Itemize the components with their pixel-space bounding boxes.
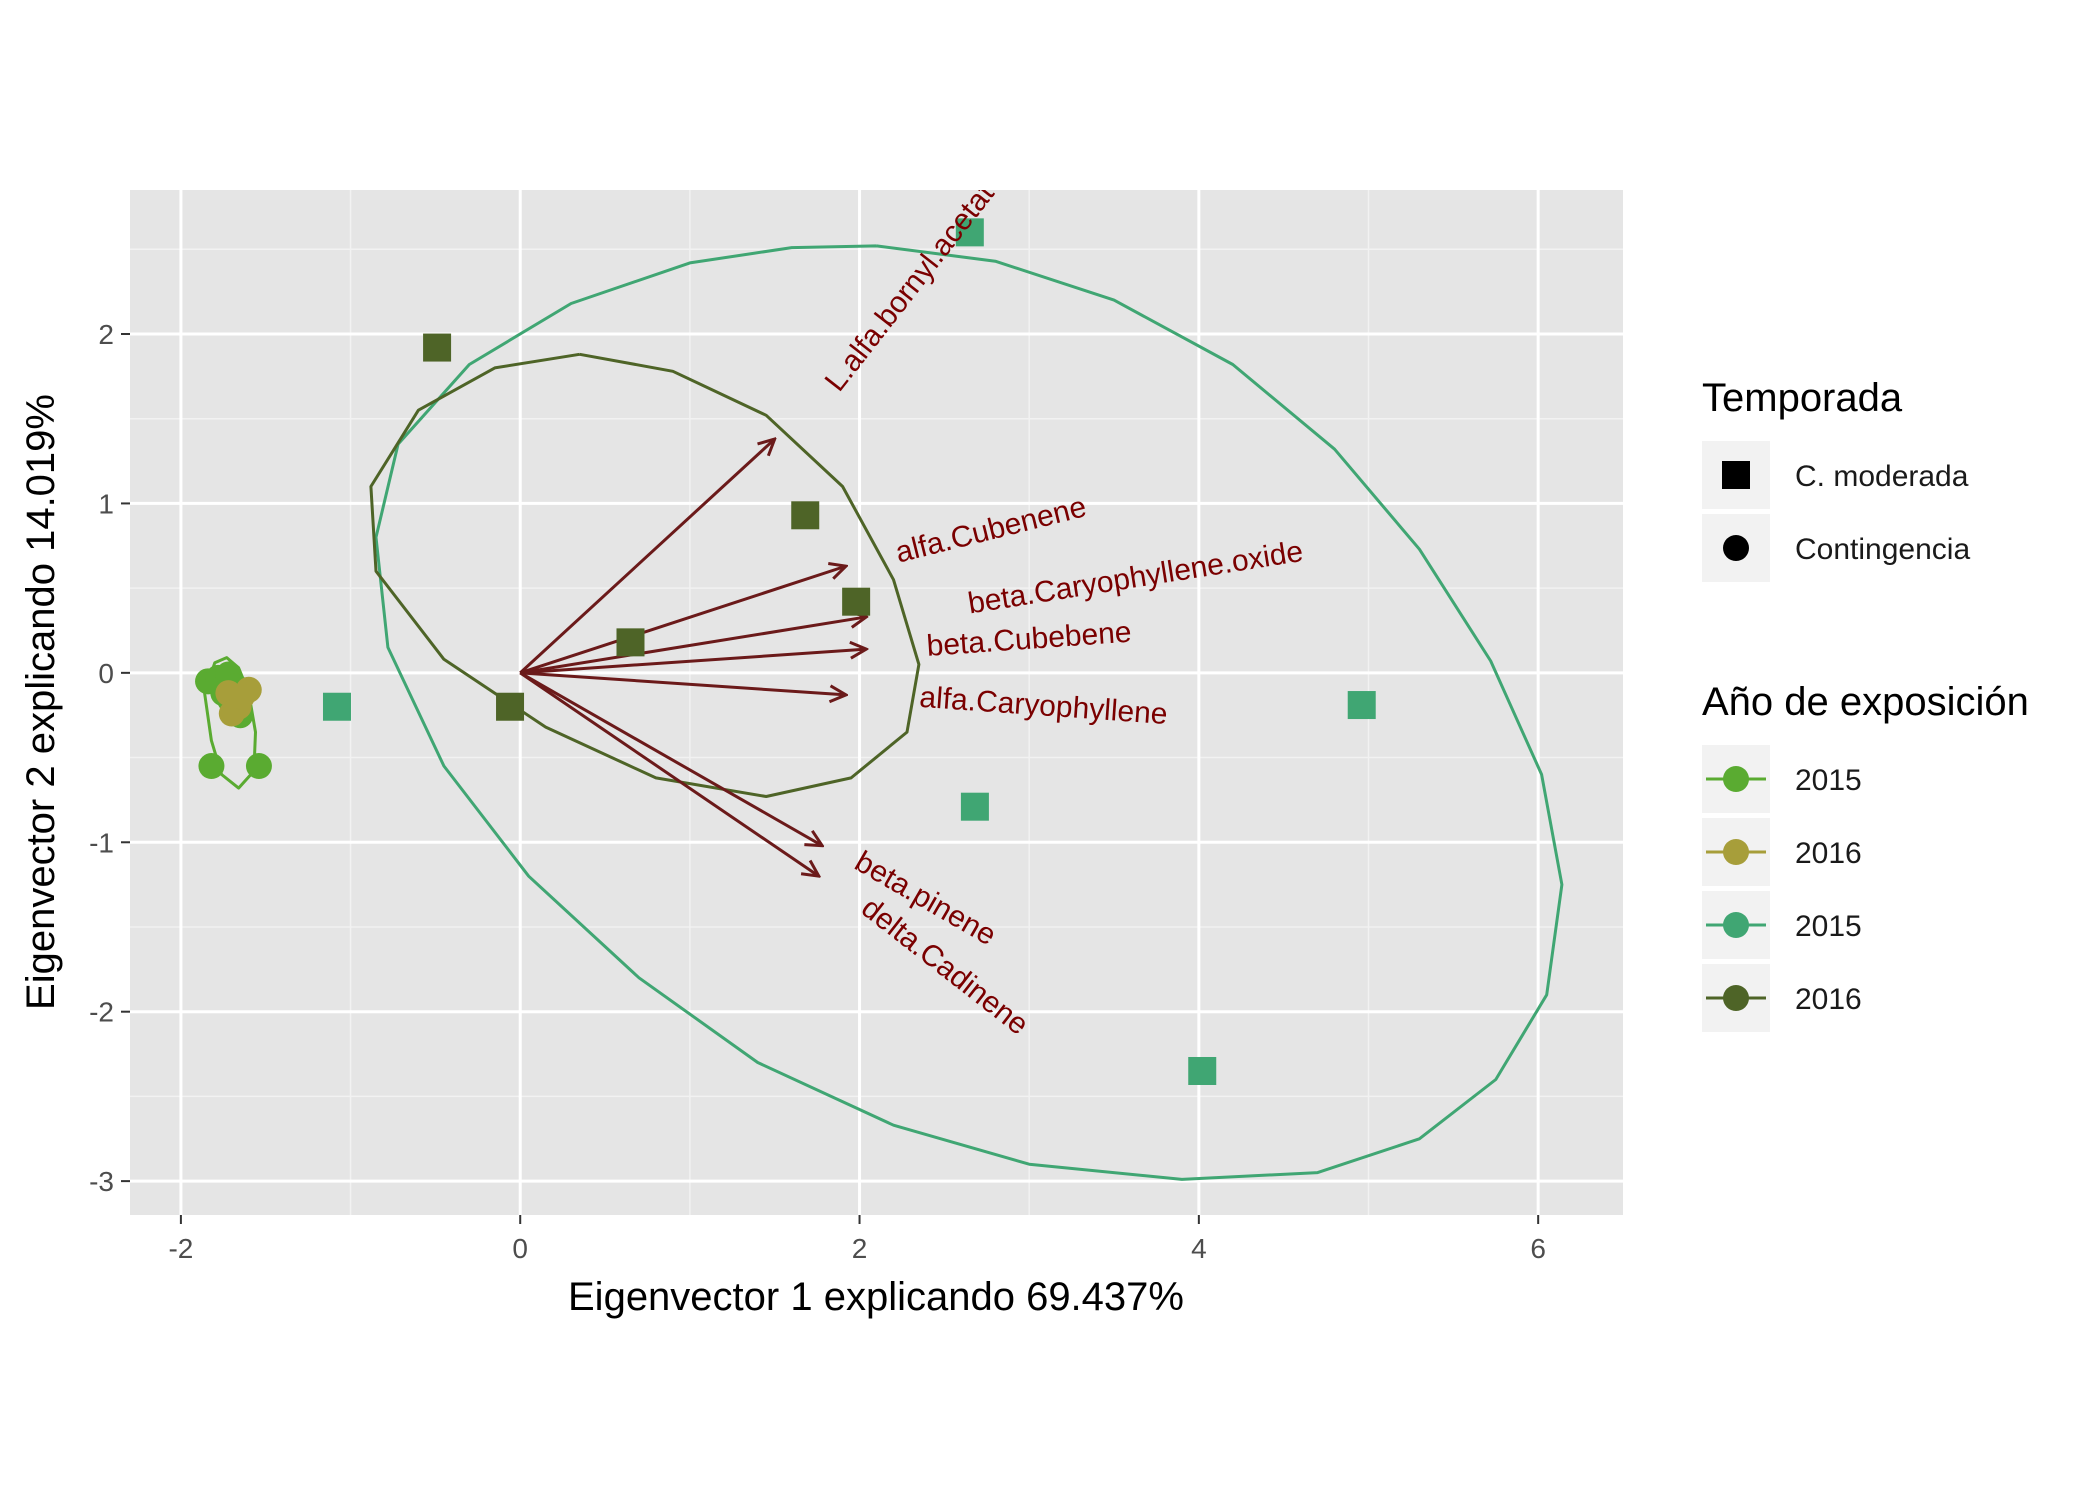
legend-label: 2016 [1795,983,1862,1016]
square-point [791,501,820,530]
y-tick-label: 0 [98,658,114,689]
y-axis-title: Eigenvector 2 explicando 14.019% [19,394,63,1010]
confidence-ellipse [374,244,1564,1181]
legend-label: 2015 [1795,910,1862,943]
circle-point [228,683,255,710]
square-point [322,692,351,721]
loading-arrow [519,671,822,846]
x-tick-label: 0 [512,1233,528,1264]
loading-arrow [519,671,819,876]
legend-title-temporada: Temporada [1702,376,1903,420]
circle-point [198,753,225,780]
legend-circle-swatch [1723,839,1749,865]
x-axis-title: Eigenvector 1 explicando 69.437% [568,1275,1184,1319]
y-tick-label: -2 [89,997,114,1028]
x-tick-label: 2 [852,1233,868,1264]
loading-arrow [519,439,774,674]
x-axis-ticks: -2 0 2 4 6 [168,1215,1546,1264]
square-point [960,792,989,821]
x-tick-label: 6 [1530,1233,1546,1264]
square-point [616,628,645,657]
legend-label: 2016 [1795,837,1862,870]
square-point [423,333,452,362]
y-tick-label: 1 [98,488,114,519]
y-tick-label: -1 [89,827,114,858]
square-point [496,692,525,721]
loading-arrow [520,649,866,675]
x-tick-label: 4 [1191,1233,1207,1264]
data-points [195,218,1376,1085]
x-tick-label: -2 [168,1233,193,1264]
square-point [955,218,984,247]
square-point [842,587,871,616]
confidence-ellipse [369,352,921,798]
loading-arrows [519,439,866,876]
circle-point [245,753,272,780]
square-point [1347,691,1376,720]
shape-legend: C. moderada Contingencia [1702,441,1970,582]
legend-label: Contingencia [1795,533,1970,566]
grid-lines [130,190,1623,1215]
legend-circle-swatch [1723,912,1749,938]
legend-label: C. moderada [1795,460,1969,493]
y-tick-label: -3 [89,1166,114,1197]
legend-circle-swatch [1723,535,1749,561]
y-tick-label: 2 [98,319,114,350]
legend-label: 2015 [1795,764,1862,797]
legend-title-ano: Año de exposición [1702,680,2029,724]
legend-circle-swatch [1723,985,1749,1011]
y-axis-ticks: -3 -2 -1 0 1 2 [89,319,130,1197]
legend-circle-swatch [1723,766,1749,792]
color-legend: 2015 2016 2015 2016 [1702,745,1862,1032]
legend-square-swatch [1722,461,1750,489]
legend: Temporada C. moderada Contingencia Año de… [1702,376,2029,1032]
loading-arrow [520,671,846,695]
loading-arrow [519,566,846,675]
square-point [1188,1056,1217,1085]
loading-arrow [519,617,866,675]
